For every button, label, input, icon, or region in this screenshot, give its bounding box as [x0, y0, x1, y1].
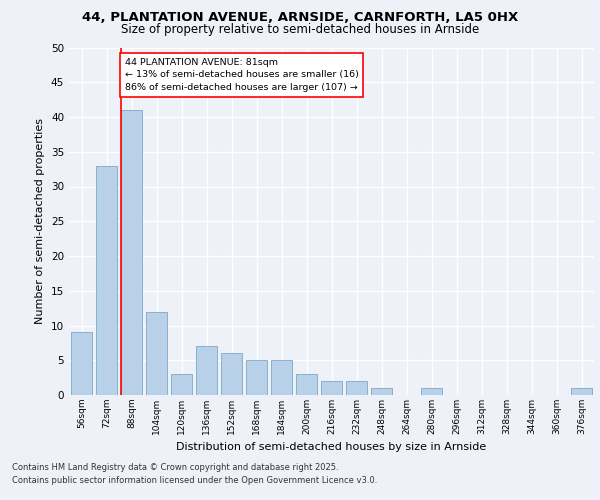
Text: Contains HM Land Registry data © Crown copyright and database right 2025.: Contains HM Land Registry data © Crown c… — [12, 464, 338, 472]
Text: Size of property relative to semi-detached houses in Arnside: Size of property relative to semi-detach… — [121, 22, 479, 36]
Bar — [571, 388, 592, 395]
Text: Contains public sector information licensed under the Open Government Licence v3: Contains public sector information licen… — [12, 476, 377, 485]
Bar — [421, 388, 442, 395]
Bar — [171, 374, 192, 395]
Bar — [346, 381, 367, 395]
Bar — [271, 360, 292, 395]
Bar — [321, 381, 342, 395]
Bar — [146, 312, 167, 395]
X-axis label: Distribution of semi-detached houses by size in Arnside: Distribution of semi-detached houses by … — [176, 442, 487, 452]
Bar — [221, 354, 242, 395]
Bar — [296, 374, 317, 395]
Bar — [196, 346, 217, 395]
Y-axis label: Number of semi-detached properties: Number of semi-detached properties — [35, 118, 46, 324]
Bar — [71, 332, 92, 395]
Bar — [246, 360, 267, 395]
Text: 44 PLANTATION AVENUE: 81sqm
← 13% of semi-detached houses are smaller (16)
86% o: 44 PLANTATION AVENUE: 81sqm ← 13% of sem… — [125, 58, 359, 92]
Bar — [121, 110, 142, 395]
Text: 44, PLANTATION AVENUE, ARNSIDE, CARNFORTH, LA5 0HX: 44, PLANTATION AVENUE, ARNSIDE, CARNFORT… — [82, 11, 518, 24]
Bar — [371, 388, 392, 395]
Bar — [96, 166, 117, 395]
